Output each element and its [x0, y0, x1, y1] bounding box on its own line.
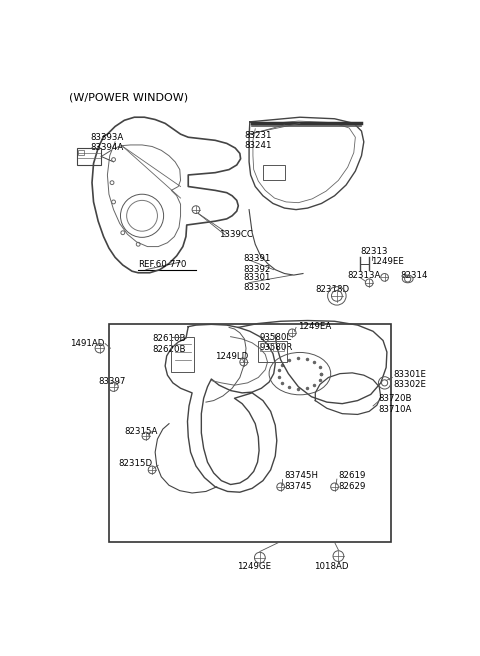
Text: 93580L
93580R: 93580L 93580R — [260, 333, 293, 352]
Text: 82619
82629: 82619 82629 — [338, 472, 366, 491]
Text: REF.60-770: REF.60-770 — [138, 260, 187, 270]
Bar — [109, 323, 391, 543]
Text: 82318D: 82318D — [315, 285, 349, 294]
Text: 82315A: 82315A — [124, 427, 158, 436]
Text: (W/POWER WINDOW): (W/POWER WINDOW) — [69, 92, 188, 102]
Text: 83391
83392: 83391 83392 — [244, 255, 271, 274]
Text: 83397: 83397 — [98, 377, 126, 386]
Text: 1339CC: 1339CC — [219, 230, 253, 239]
Bar — [260, 343, 271, 350]
Text: 82314: 82314 — [400, 271, 428, 280]
Text: 1249EA: 1249EA — [299, 322, 332, 331]
Text: 1491AD: 1491AD — [71, 339, 105, 348]
Bar — [78, 150, 84, 155]
Text: 83720B
83710A: 83720B 83710A — [378, 394, 412, 414]
Text: 83301E
83302E: 83301E 83302E — [394, 370, 427, 389]
Text: 1249LD: 1249LD — [215, 352, 249, 361]
Text: 82315D: 82315D — [118, 459, 152, 468]
Text: 82313A: 82313A — [348, 271, 381, 280]
Text: 1018AD: 1018AD — [314, 562, 348, 571]
Text: 1249GE: 1249GE — [237, 562, 271, 571]
Bar — [258, 340, 287, 362]
Bar — [273, 343, 284, 350]
Text: 82313: 82313 — [360, 247, 387, 256]
Bar — [171, 337, 194, 372]
Bar — [77, 148, 101, 165]
Text: 1249EE: 1249EE — [371, 257, 404, 266]
Text: 83231
83241: 83231 83241 — [244, 131, 272, 150]
Text: 83393A
83394A: 83393A 83394A — [90, 133, 124, 152]
Text: 83745H
83745: 83745H 83745 — [285, 472, 319, 491]
Bar — [263, 165, 285, 180]
Text: 83301
83302: 83301 83302 — [244, 273, 271, 292]
Text: 82610B
82620B: 82610B 82620B — [152, 335, 186, 354]
